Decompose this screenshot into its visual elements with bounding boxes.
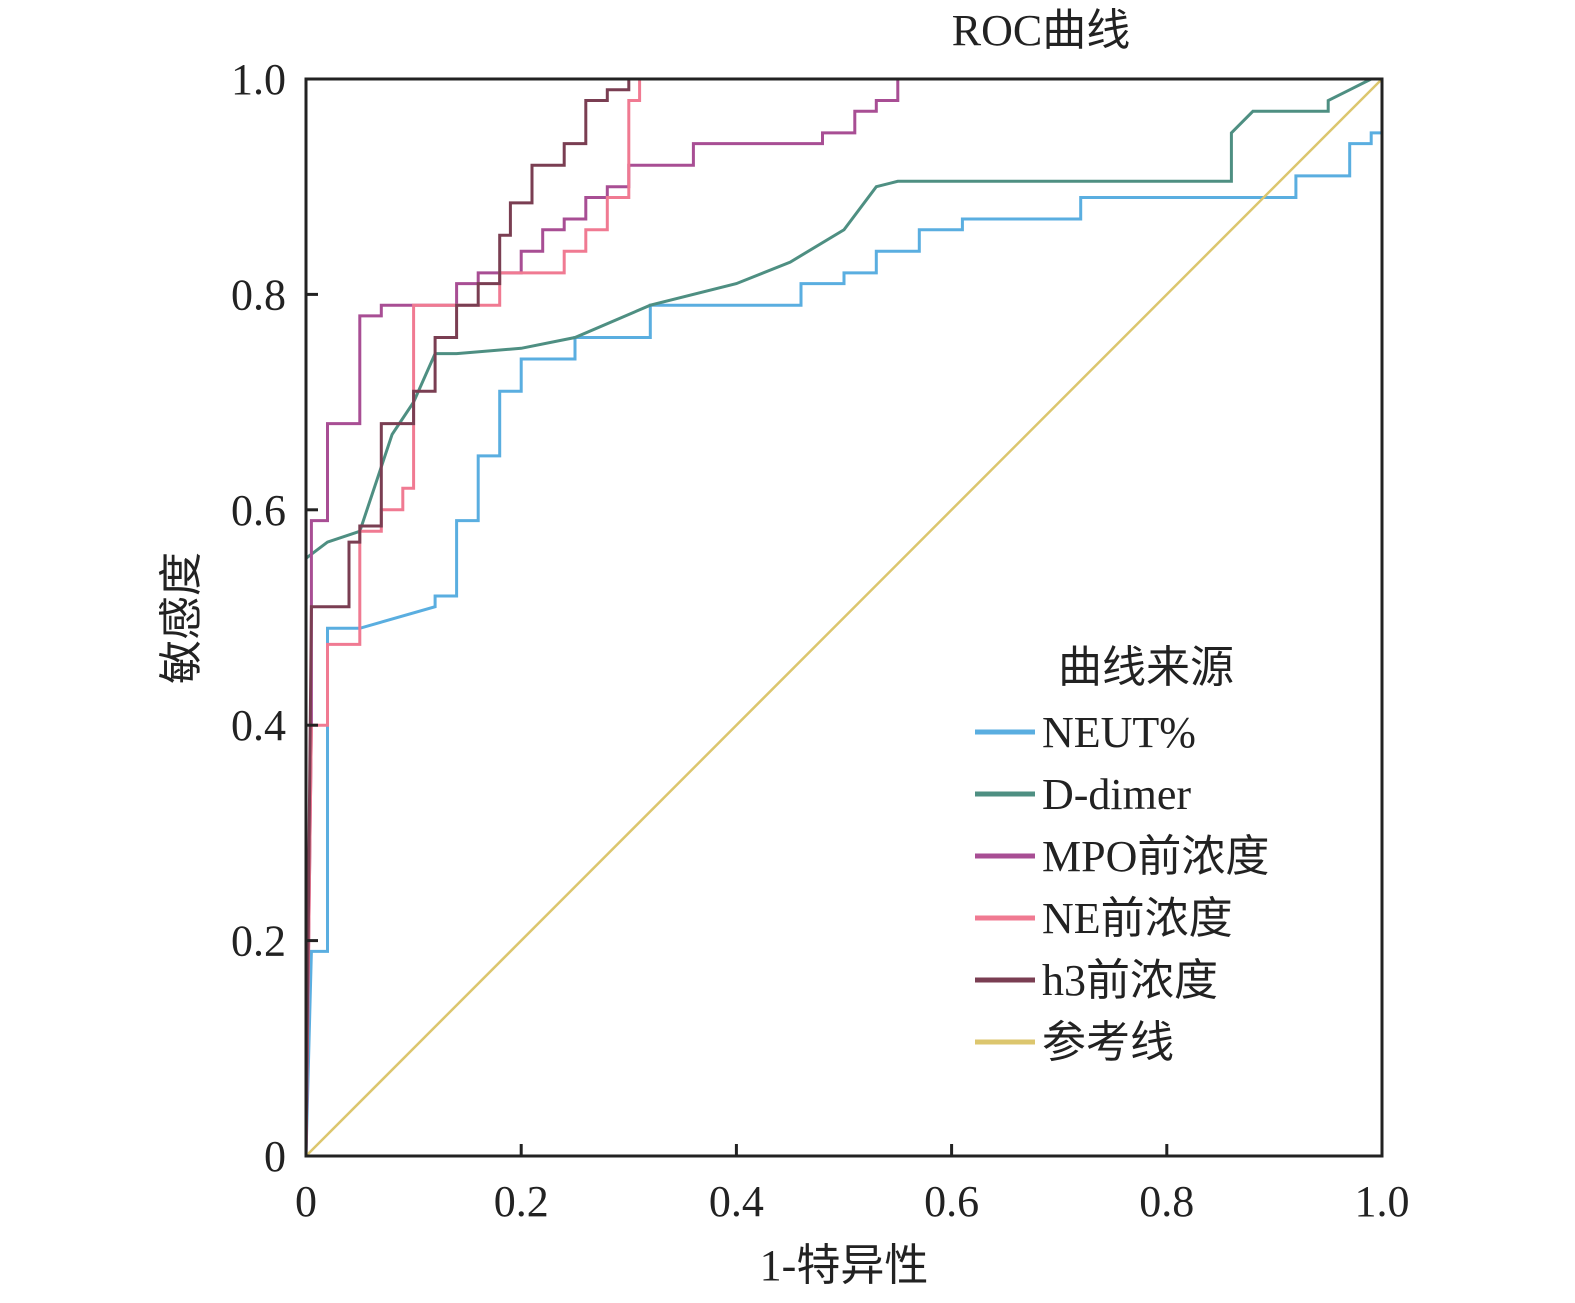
x-tick-label: 0.8 — [1139, 1177, 1194, 1226]
x-tick-label: 0.6 — [924, 1177, 979, 1226]
y-axis: 0 0.2 0.4 0.6 0.8 1.0 — [231, 55, 318, 1181]
y-tick-label: 0 — [264, 1132, 286, 1181]
chart-title: ROC曲线 — [952, 6, 1130, 55]
legend-label: MPO前浓度 — [1042, 832, 1269, 881]
x-axis-label: 1-特异性 — [760, 1241, 929, 1290]
x-tick-label: 0.4 — [709, 1177, 764, 1226]
y-tick-label: 0.4 — [231, 701, 286, 750]
x-tick-label: 0 — [295, 1177, 317, 1226]
y-axis-label: 敏感度 — [157, 552, 206, 684]
legend-label: 参考线 — [1042, 1018, 1174, 1067]
y-tick-label: 0.6 — [231, 486, 286, 535]
series-line-6 — [305, 78, 1383, 1157]
x-tick-label: 1.0 — [1355, 1177, 1410, 1226]
x-axis: 0 0.2 0.4 0.6 0.8 1.0 — [295, 1144, 1410, 1226]
series-line-5 — [304, 77, 1382, 1157]
legend-label: h3前浓度 — [1042, 956, 1218, 1005]
legend-label: D-dimer — [1042, 770, 1191, 819]
series-line-2 — [305, 77, 1372, 560]
x-tick-label: 0.2 — [494, 1177, 549, 1226]
series-layer — [304, 77, 1383, 1157]
legend-label: NE前浓度 — [1042, 894, 1233, 943]
y-tick-label: 0.8 — [231, 270, 286, 319]
y-tick-label: 0.2 — [231, 917, 286, 966]
plot-frame — [304, 77, 1384, 1158]
series-line-4 — [304, 77, 1382, 1157]
legend-label: NEUT% — [1042, 708, 1196, 757]
legend-title: 曲线来源 — [1058, 643, 1234, 692]
series-line-1 — [304, 131, 1382, 1157]
series-line-3 — [304, 77, 1382, 1157]
y-tick-label: 1.0 — [231, 55, 286, 104]
